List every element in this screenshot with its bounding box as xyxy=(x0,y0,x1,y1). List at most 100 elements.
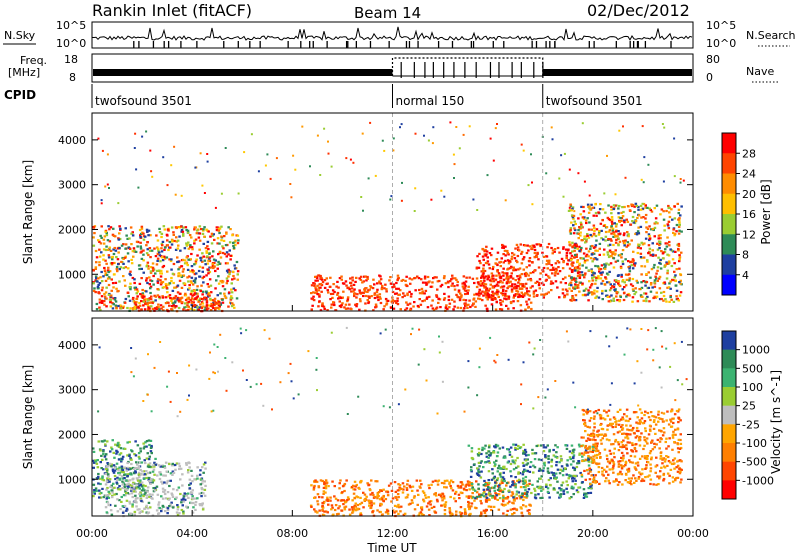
echo-cell xyxy=(413,495,416,498)
echo-cell xyxy=(507,489,511,492)
echo-cell xyxy=(650,228,653,231)
echo-cell xyxy=(100,295,104,298)
echo-cell xyxy=(472,488,475,491)
echo-cell xyxy=(341,302,344,305)
echo-cell xyxy=(542,283,545,286)
echo-cell xyxy=(109,305,113,308)
echo-cell xyxy=(459,306,463,310)
echo-cell xyxy=(608,270,611,273)
echo-cell xyxy=(395,498,399,501)
nsky-strip-frame xyxy=(91,21,694,49)
echo-cell xyxy=(588,434,592,437)
echo-cell xyxy=(138,267,141,271)
echo-cell xyxy=(420,483,423,486)
echo-cell xyxy=(130,488,133,491)
echo-cell xyxy=(141,510,144,513)
echo-cell xyxy=(221,298,224,301)
echo-cell xyxy=(392,283,396,286)
echo-cell xyxy=(131,503,134,506)
echo-cell xyxy=(373,292,377,295)
echo-cell xyxy=(178,292,182,295)
echo-cell xyxy=(510,285,514,288)
echo-cell xyxy=(138,228,142,232)
echo-cell xyxy=(521,494,524,497)
echo-cell xyxy=(227,305,230,308)
echo-cell xyxy=(169,479,172,482)
echo-cell xyxy=(301,125,304,128)
echo-cell xyxy=(163,246,167,249)
echo-cell xyxy=(104,272,108,275)
echo-cell xyxy=(363,493,367,496)
echo-cell xyxy=(649,470,652,473)
echo-cell xyxy=(177,272,180,275)
echo-cell xyxy=(235,297,239,300)
echo-cell xyxy=(134,250,138,253)
echo-cell xyxy=(151,470,155,473)
echo-cell xyxy=(651,249,654,252)
echo-cell xyxy=(454,490,458,493)
echo-cell xyxy=(197,308,200,311)
echo-cell xyxy=(201,466,204,469)
echo-cell xyxy=(138,492,141,496)
echo-cell xyxy=(139,450,142,453)
echo-cell xyxy=(121,469,125,472)
echo-cell xyxy=(141,288,144,292)
echo-cell xyxy=(508,285,512,288)
echo-cell xyxy=(221,285,225,288)
echo-cell xyxy=(676,464,680,467)
echo-cell xyxy=(201,184,204,187)
echo-cell xyxy=(498,273,501,276)
echo-cell xyxy=(107,276,111,279)
echo-cell xyxy=(131,297,135,300)
echo-cell xyxy=(103,235,107,238)
echo-cell xyxy=(474,497,477,500)
echo-cell xyxy=(143,473,147,476)
echo-cell xyxy=(666,455,670,459)
echo-cell xyxy=(96,280,99,283)
echo-cell xyxy=(621,288,624,291)
echo-cell xyxy=(396,493,400,496)
echo-cell xyxy=(480,276,483,279)
echo-cell xyxy=(123,466,126,469)
echo-cell xyxy=(676,470,680,473)
echo-cell xyxy=(592,446,595,449)
echo-cell xyxy=(622,239,625,243)
echo-cell xyxy=(379,297,382,300)
echo-cell xyxy=(185,262,188,265)
echo-cell xyxy=(344,505,348,508)
echo-cell xyxy=(184,498,187,501)
echo-cell xyxy=(105,262,108,265)
echo-cell xyxy=(607,204,610,207)
echo-cell xyxy=(456,280,459,284)
echo-cell xyxy=(628,267,631,270)
echo-cell xyxy=(168,294,172,297)
echo-cell xyxy=(518,472,522,475)
echo-cell xyxy=(566,484,569,487)
echo-cell xyxy=(476,467,479,470)
echo-cell xyxy=(134,306,138,309)
echo-cell xyxy=(590,434,593,437)
echo-cell xyxy=(641,207,645,210)
echo-cell xyxy=(597,211,600,214)
echo-cell xyxy=(115,467,119,470)
echo-cell xyxy=(509,446,513,449)
echo-cell xyxy=(646,411,650,415)
echo-cell xyxy=(230,282,233,285)
echo-cell xyxy=(500,478,504,481)
echo-cell xyxy=(517,249,521,252)
echo-cell xyxy=(400,505,403,508)
echo-cell xyxy=(112,234,116,237)
echo-cell xyxy=(574,277,578,280)
echo-cell xyxy=(181,270,185,273)
echo-cell xyxy=(148,462,152,465)
echo-cell xyxy=(486,278,489,281)
echo-cell xyxy=(352,508,356,511)
echo-cell xyxy=(603,248,606,251)
echo-cell xyxy=(427,502,430,505)
echo-cell xyxy=(496,470,499,473)
echo-cell xyxy=(619,216,622,220)
echo-cell xyxy=(99,496,103,499)
echo-cell xyxy=(626,220,630,223)
echo-cell xyxy=(184,294,188,297)
echo-cell xyxy=(604,230,608,234)
